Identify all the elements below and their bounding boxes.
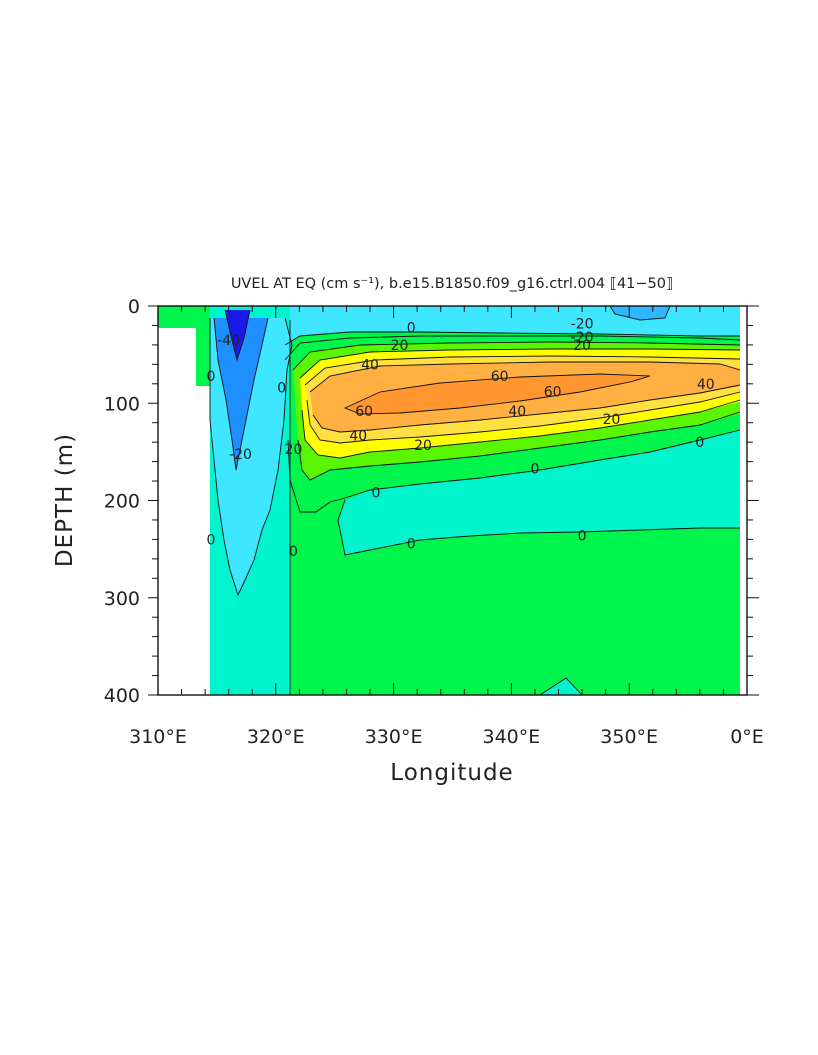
x-axis-title: Longitude xyxy=(390,760,513,786)
contour-line xyxy=(343,373,651,415)
contour-line xyxy=(539,677,583,695)
chart-title: UVEL AT EQ (cm s⁻¹), b.e15.B1850.f09_g16… xyxy=(231,276,673,292)
contour-label: -20 xyxy=(571,317,594,333)
contour-label: 0 xyxy=(277,381,286,397)
land-mask xyxy=(158,328,210,695)
y-tick-label: 100 xyxy=(104,393,140,415)
contour-line xyxy=(301,399,741,459)
contour-label: 0 xyxy=(578,529,587,545)
contour-label: 40 xyxy=(508,404,526,420)
contour-label: 0 xyxy=(207,369,216,385)
y-tick-label: 0 xyxy=(128,296,140,318)
tick-layer xyxy=(148,305,759,696)
contour-line xyxy=(213,317,269,471)
contour-label: 60 xyxy=(491,369,509,385)
contour-line xyxy=(299,348,741,379)
y-tick-label: 400 xyxy=(104,685,140,707)
contour-label: 20 xyxy=(414,438,432,454)
contour-line xyxy=(284,335,741,361)
fill-below-minus-forty xyxy=(225,310,250,360)
contour-label: 0 xyxy=(371,486,380,502)
contour-label: 0 xyxy=(407,320,416,336)
y-tick-label: 200 xyxy=(104,491,140,513)
contour-line xyxy=(309,361,741,393)
fill-coastal-cell xyxy=(198,340,210,386)
contour-line xyxy=(304,355,741,386)
contour-label: 20 xyxy=(573,338,591,354)
contour-label: -20 xyxy=(571,330,594,346)
contour-line xyxy=(292,341,741,371)
contour-label: 0 xyxy=(695,435,704,451)
contour-label: 60 xyxy=(355,404,373,420)
contour-label: 0 xyxy=(289,544,298,560)
fill-above-sixty xyxy=(345,374,650,414)
x-tick-label: 310°E xyxy=(129,726,187,748)
contour-label: 20 xyxy=(391,338,409,354)
contour-label: 20 xyxy=(603,412,621,428)
contour-line xyxy=(337,519,740,556)
contour-line xyxy=(609,306,671,321)
fill-bottom-blob xyxy=(540,678,582,695)
x-tick-label: 0°E xyxy=(730,726,764,748)
contour-line xyxy=(287,429,741,513)
contour-line xyxy=(284,331,740,346)
contour-line xyxy=(306,391,741,444)
contour-label: 40 xyxy=(361,357,379,373)
y-axis-title: DEPTH (m) xyxy=(52,433,78,567)
fill-surface-strip xyxy=(158,310,210,328)
east-mask xyxy=(740,306,747,695)
contour-label: 40 xyxy=(349,428,367,444)
contour-line xyxy=(337,499,346,521)
x-tick-label: 350°E xyxy=(600,726,658,748)
x-tick-label: 340°E xyxy=(483,726,541,748)
contour-line xyxy=(209,317,293,597)
fill-surface-minus-twenty xyxy=(610,306,670,320)
contour-label: 0 xyxy=(207,532,216,548)
contour-label: -40 xyxy=(217,333,240,349)
contour-label: 40 xyxy=(697,377,715,393)
contour-label: 0 xyxy=(407,536,416,552)
fill-zero-band-upper xyxy=(290,306,747,555)
contour-label: 0 xyxy=(530,461,539,477)
y-tick-label: 300 xyxy=(104,588,140,610)
x-tick-label-layer: 310°E 320°E 330°E 340°E 350°E 0°E xyxy=(129,726,764,748)
contour-line xyxy=(312,384,741,433)
contour-label: 20 xyxy=(285,442,303,458)
contour-label: 60 xyxy=(544,385,562,401)
x-tick-label: 330°E xyxy=(365,726,423,748)
contour-line xyxy=(297,411,741,481)
x-tick-label: 320°E xyxy=(247,726,305,748)
contour-line-layer xyxy=(209,306,741,695)
fill-minus-twenty-to-forty xyxy=(214,318,268,470)
contour-label: -20 xyxy=(229,447,252,463)
contour-fill-layer xyxy=(158,306,747,695)
contour-line xyxy=(224,309,251,362)
y-tick-label-layer: 0 100 200 300 400 xyxy=(104,296,140,707)
